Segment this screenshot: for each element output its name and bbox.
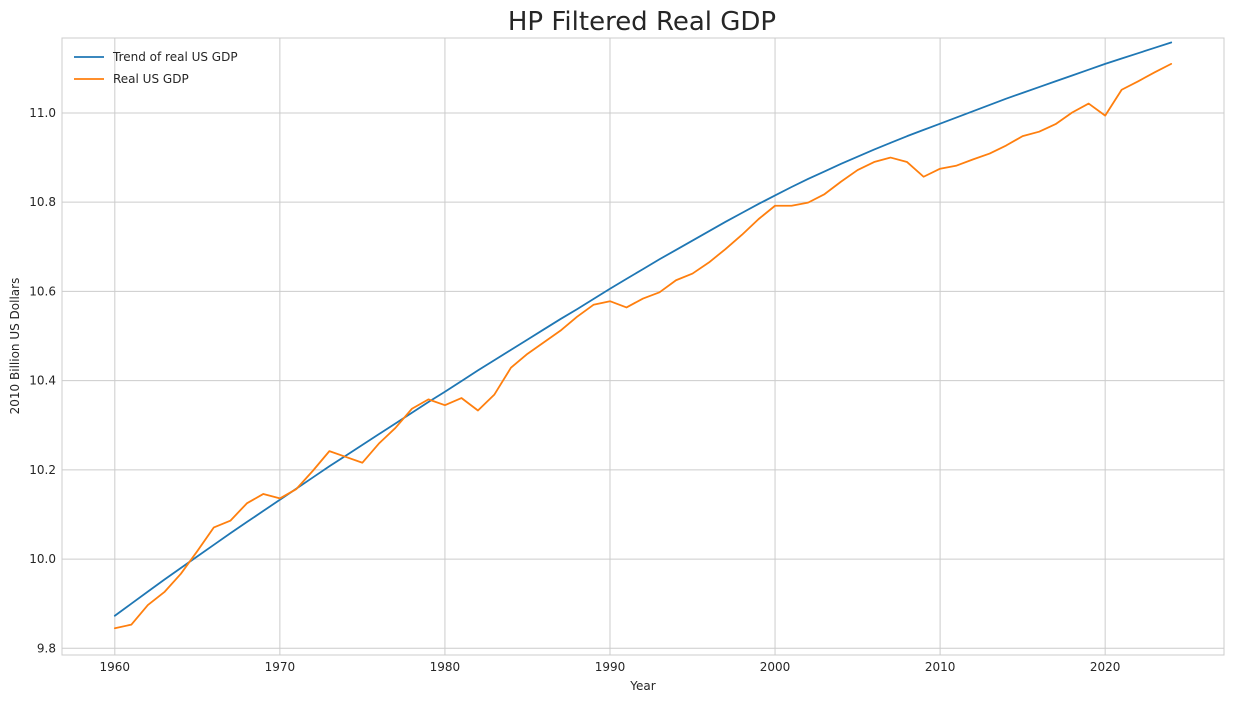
grid-lines — [62, 38, 1224, 655]
y-tick-labels: 9.8 10.0 10.2 10.4 10.6 10.8 11.0 — [29, 106, 56, 655]
y-axis-label: 2010 Billion US Dollars — [8, 278, 22, 415]
y-tick-label: 10.2 — [29, 463, 56, 477]
x-tick-label: 2000 — [760, 660, 791, 674]
x-tick-label: 1990 — [595, 660, 626, 674]
y-tick-label: 9.8 — [37, 641, 56, 655]
x-tick-label: 1980 — [430, 660, 461, 674]
y-tick-label: 10.0 — [29, 552, 56, 566]
trend-series-line — [113, 41, 1173, 617]
y-tick-label: 10.8 — [29, 195, 56, 209]
x-tick-label: 2010 — [925, 660, 956, 674]
y-tick-label: 10.4 — [29, 374, 56, 388]
chart-title: HP Filtered Real GDP — [508, 7, 776, 37]
x-tick-label: 1960 — [100, 660, 131, 674]
legend: Trend of real US GDP Real US GDP — [74, 50, 238, 86]
real-gdp-series-line — [113, 62, 1173, 630]
x-tick-label: 2020 — [1090, 660, 1121, 674]
y-tick-label: 11.0 — [29, 106, 56, 120]
plot-frame — [61, 37, 1225, 656]
x-tick-labels: 1960 1970 1980 1990 2000 2010 2020 — [100, 660, 1121, 674]
x-tick-label: 1970 — [265, 660, 296, 674]
legend-label-real-gdp: Real US GDP — [113, 72, 189, 86]
y-tick-label: 10.6 — [29, 284, 56, 298]
legend-label-trend: Trend of real US GDP — [112, 50, 238, 64]
x-axis-label: Year — [629, 679, 655, 693]
series-lines — [113, 41, 1173, 630]
